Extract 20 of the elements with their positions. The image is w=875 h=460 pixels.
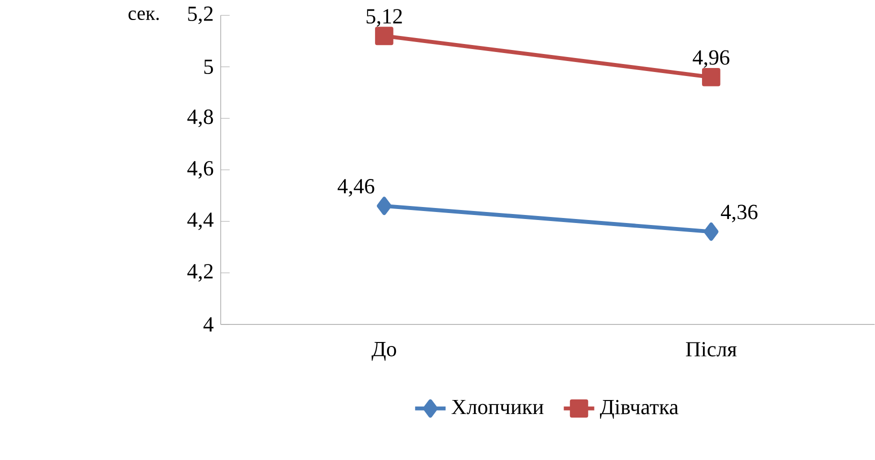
data-label: 4,36 xyxy=(720,205,758,223)
point xyxy=(376,196,392,216)
point xyxy=(702,68,720,86)
x-tick-label: До xyxy=(372,342,396,361)
data-label: 4,46 xyxy=(338,179,374,197)
point xyxy=(704,222,719,242)
y-tick-label: 5 xyxy=(204,60,213,74)
legend-label: Дівчатка xyxy=(600,400,678,419)
legend-label: Хлопчики xyxy=(452,400,544,414)
data-label: 5,12 xyxy=(366,9,402,27)
y-tick-label: 4 xyxy=(203,318,214,332)
y-axis-title: сек. xyxy=(128,10,159,20)
y-tick-label: 4,4 xyxy=(187,212,214,230)
x-tick-label: Після xyxy=(686,342,737,357)
y-tick-label: 4,6 xyxy=(187,161,214,179)
y-tick-label: 5,2 xyxy=(188,6,213,24)
y-tick-label: 4,8 xyxy=(187,110,213,128)
data-label: 4,96 xyxy=(692,50,730,68)
point xyxy=(375,27,394,46)
y-tick-label: 4,2 xyxy=(187,264,213,282)
